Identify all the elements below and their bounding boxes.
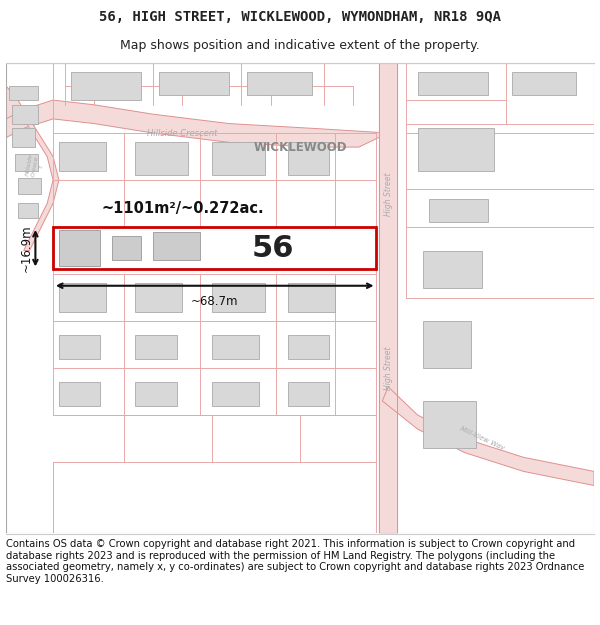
Bar xyxy=(12,105,38,124)
Polygon shape xyxy=(6,86,23,119)
Bar xyxy=(430,199,488,222)
Bar xyxy=(212,335,259,359)
Bar xyxy=(136,142,188,175)
Bar xyxy=(136,335,176,359)
Bar xyxy=(512,72,577,96)
Bar xyxy=(424,251,482,288)
Bar xyxy=(136,382,176,406)
Bar xyxy=(418,72,488,96)
Text: 56, HIGH STREET, WICKLEWOOD, WYMONDHAM, NR18 9QA: 56, HIGH STREET, WICKLEWOOD, WYMONDHAM, … xyxy=(99,10,501,24)
Bar xyxy=(53,227,376,269)
Bar xyxy=(418,128,494,171)
Bar xyxy=(212,142,265,175)
Bar xyxy=(112,236,141,260)
Bar xyxy=(59,230,100,266)
Bar xyxy=(212,382,259,406)
Bar xyxy=(15,154,38,171)
Bar xyxy=(159,72,229,96)
Text: 56: 56 xyxy=(252,234,294,262)
Text: ~16.9m: ~16.9m xyxy=(19,224,32,272)
Bar xyxy=(424,321,470,368)
Bar xyxy=(18,204,38,217)
Text: ~68.7m: ~68.7m xyxy=(191,295,238,308)
Bar xyxy=(288,335,329,359)
Bar xyxy=(153,232,200,260)
Bar xyxy=(59,335,100,359)
Bar xyxy=(288,283,335,312)
Text: ~1101m²/~0.272ac.: ~1101m²/~0.272ac. xyxy=(101,201,264,216)
Polygon shape xyxy=(6,100,388,147)
Polygon shape xyxy=(382,387,594,486)
Bar xyxy=(59,142,106,171)
Text: WICKLEWOOD: WICKLEWOOD xyxy=(253,141,347,154)
Text: Map shows position and indicative extent of the property.: Map shows position and indicative extent… xyxy=(120,39,480,52)
Text: Mill-View Way: Mill-View Way xyxy=(459,426,505,451)
Bar xyxy=(18,177,41,194)
Polygon shape xyxy=(6,86,59,251)
Bar xyxy=(59,283,106,312)
Bar xyxy=(247,72,312,96)
Text: Hillside Crescent: Hillside Crescent xyxy=(147,129,218,138)
Bar xyxy=(12,128,35,147)
Text: High Street: High Street xyxy=(384,173,392,216)
Bar xyxy=(288,382,329,406)
Text: Hillside
Cresce
t: Hillside Cresce t xyxy=(25,153,46,179)
Bar xyxy=(59,382,100,406)
Bar xyxy=(136,283,182,312)
Bar xyxy=(212,283,265,312)
Text: Contains OS data © Crown copyright and database right 2021. This information is : Contains OS data © Crown copyright and d… xyxy=(6,539,584,584)
Text: High Street: High Street xyxy=(384,346,392,390)
Bar xyxy=(71,72,141,100)
Bar xyxy=(9,86,38,100)
Bar xyxy=(288,142,329,175)
Bar xyxy=(424,401,476,448)
